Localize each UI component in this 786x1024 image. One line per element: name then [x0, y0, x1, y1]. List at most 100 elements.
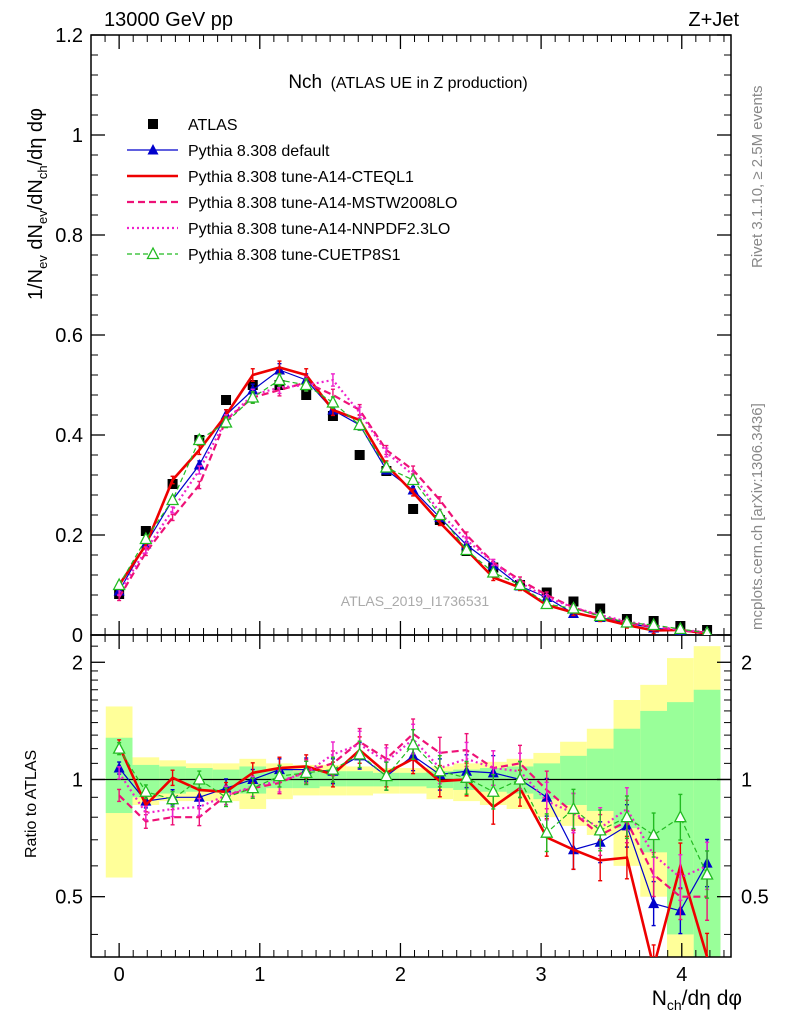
y-tick-label-ratio-right: 1 [741, 769, 752, 791]
marker-open-triangle [540, 596, 554, 610]
y-tick-label-main: 0 [72, 625, 83, 647]
series-cuetp8s1 [112, 728, 714, 899]
ratio-series-group [112, 718, 714, 957]
legend-item-cteql1: Pythia 8.308 tune-A14-CTEQL1 [127, 169, 414, 186]
legend-label: Pythia 8.308 tune-A14-MSTW2008LO [188, 195, 457, 212]
plot-title-sub: (ATLAS UE in Z production) [331, 75, 528, 92]
data-point-atlas [301, 390, 312, 400]
marker-open-triangle [112, 741, 126, 754]
marker-open-triangle [620, 809, 634, 823]
marker-open-triangle [166, 791, 180, 805]
marker-open-triangle [139, 784, 153, 797]
x-tick-label: 1 [254, 964, 265, 986]
y-tick-label-ratio: 2 [72, 652, 83, 674]
marker-open-triangle [433, 507, 447, 521]
y-tick-label-main: 0.6 [55, 325, 83, 347]
legend-label: Pythia 8.308 default [188, 143, 330, 160]
marker-open-triangle [486, 784, 500, 797]
marker-open-triangle [146, 246, 160, 260]
marker-open-triangle [112, 577, 126, 591]
marker-open-triangle [593, 608, 607, 622]
series-line-nnpdf [118, 737, 708, 879]
marker-open-triangle [192, 772, 206, 785]
header-energy-label: 13000 GeV pp [104, 9, 233, 31]
marker-open-triangle [406, 472, 420, 486]
ratio-panel-frame [90, 634, 732, 958]
y-axis-label-main: 1/Nev dNev/dNch/dη dφ [25, 108, 50, 300]
legend-label: Pythia 8.308 tune-A14-NNPDF2.3LO [188, 221, 450, 238]
legend-item-atlas: ATLAS [148, 117, 238, 134]
y-tick-label-main: 1 [72, 125, 83, 147]
rivet-version-label: Rivet 3.1.10, ≥ 2.5M events [749, 86, 766, 269]
marker-open-triangle [299, 377, 313, 391]
series-cuetp8s1 [112, 372, 713, 635]
y-tick-label-main: 0.4 [55, 425, 83, 447]
marker-open-triangle [647, 617, 661, 631]
marker-open-triangle [379, 460, 393, 473]
series-line-mstw [118, 732, 708, 898]
marker-open-triangle [219, 789, 233, 803]
marker-open-triangle [379, 768, 393, 782]
marker-open-triangle [593, 822, 607, 836]
marker-open-triangle [700, 867, 714, 880]
marker-open-triangle [513, 772, 527, 785]
legend-label: ATLAS [188, 117, 238, 134]
plot-title: Nch (ATLAS UE in Z production) [288, 72, 527, 93]
legend-item-default: Pythia 8.308 default [127, 143, 330, 160]
marker-open-triangle [566, 601, 581, 614]
y-tick-label-ratio: 0.5 [55, 887, 83, 909]
x-tick-label: 3 [536, 964, 547, 986]
marker-open-triangle [433, 763, 447, 777]
marker-open-triangle [166, 492, 180, 506]
main-series-group [112, 360, 713, 635]
legend-item-nnpdf: Pythia 8.308 tune-A14-NNPDF2.3LO [127, 221, 450, 238]
data-point-atlas [408, 504, 419, 514]
marker-open-triangle [673, 809, 687, 823]
data-point-atlas [221, 395, 232, 405]
marker-open-triangle [486, 565, 500, 578]
y-tick-label-ratio-right: 0.5 [741, 887, 769, 909]
marker-open-triangle [192, 432, 206, 446]
y-tick-label-main: 1.2 [55, 25, 83, 47]
x-tick-label: 0 [114, 964, 125, 986]
data-point-atlas [140, 526, 151, 536]
marker-open-triangle [219, 415, 233, 428]
marker-open-triangle [139, 531, 153, 545]
legend-item-mstw: Pythia 8.308 tune-A14-MSTW2008LO [127, 195, 457, 212]
data-point-atlas [354, 450, 365, 460]
marker-open-triangle [299, 765, 313, 778]
data-point-atlas [595, 603, 606, 614]
header-process-label: Z+Jet [688, 9, 739, 31]
marker-open-triangle [246, 390, 260, 403]
y-axis-label-ratio: Ratio to ATLAS [23, 750, 40, 858]
legend: ATLAS Pythia 8.308 default Pythia 8.308 tu… [127, 117, 457, 264]
axis-ticks: 0 0.2 0.4 0.6 0.8 1 1.2 0.5 0.5 1 1 2 2 0 1 2 3 4 [55, 25, 769, 986]
legend-label: Pythia 8.308 tune-CUETP8S1 [188, 247, 401, 264]
x-tick-label: 4 [676, 964, 687, 986]
plot-title-main: Nch [288, 72, 322, 93]
band-green-bin [346, 771, 374, 787]
marker-open-triangle [647, 827, 661, 841]
marker-open-triangle [326, 395, 340, 408]
mcplots-label: mcplots.cern.ch [arXiv:1306.3436] [749, 403, 766, 630]
y-tick-label-ratio-right: 2 [741, 652, 752, 674]
x-axis-label: Nch/dη dφ [652, 987, 742, 1013]
analysis-watermark: ATLAS_2019_I1736531 [341, 593, 490, 609]
marker-open-triangle [272, 768, 287, 782]
y-tick-label-main: 0.2 [55, 525, 83, 547]
marker-open-triangle [353, 417, 367, 431]
x-tick-label: 2 [395, 964, 406, 986]
marker-open-triangle [673, 621, 687, 635]
marker-open-triangle [353, 746, 367, 760]
marker-open-triangle [513, 577, 527, 591]
y-tick-label-ratio: 1 [72, 769, 83, 791]
main-panel-frame [90, 34, 732, 636]
marker-open-triangle [566, 801, 581, 815]
data-point-atlas [148, 119, 158, 129]
marker-open-triangle [702, 625, 713, 635]
y-tick-label-main: 0.8 [55, 225, 83, 247]
marker-triangle [147, 144, 159, 155]
marker-open-triangle [272, 372, 287, 386]
marker-open-triangle [459, 770, 474, 783]
